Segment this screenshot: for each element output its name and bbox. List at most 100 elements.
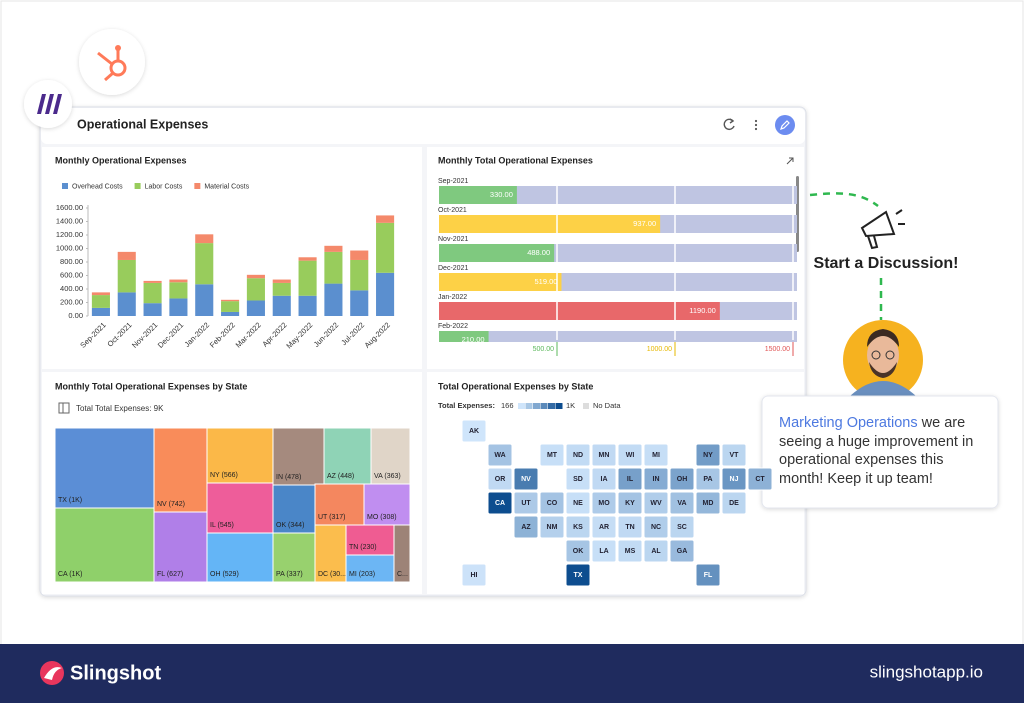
bar-segment <box>169 298 188 316</box>
footer-url[interactable]: slingshotapp.io <box>870 662 983 681</box>
treemap-cell <box>323 427 372 485</box>
treemap-cell <box>345 554 395 583</box>
cell-label: UT (317) <box>318 514 346 521</box>
state-label: AR <box>599 524 609 531</box>
x-tick-label: 500.00 <box>533 346 555 353</box>
state <box>669 515 695 539</box>
state <box>565 515 591 539</box>
legend-swatch <box>62 183 68 189</box>
state <box>617 539 643 563</box>
value-label: 210.00 <box>462 335 485 344</box>
state-label: MI <box>652 452 660 459</box>
bar-segment <box>195 234 214 244</box>
state-label: KY <box>625 500 635 507</box>
y-tick-label: 800.00 <box>60 257 83 266</box>
state-label: VA <box>677 500 686 507</box>
state-label: UT <box>521 500 531 507</box>
y-tick-label: 0.00 <box>68 311 83 320</box>
bar-segment <box>117 292 136 316</box>
state <box>591 539 617 563</box>
x-tick-label: 1500.00 <box>765 346 790 353</box>
y-tick-label: 1400.00 <box>56 216 83 225</box>
refresh-icon[interactable] <box>723 118 735 131</box>
cell-label: AZ (448) <box>327 473 354 480</box>
state-label: WV <box>650 500 662 507</box>
state <box>617 467 643 491</box>
state-label: IA <box>601 476 608 483</box>
legend-swatch <box>194 183 201 189</box>
x-tick-label: 1000.00 <box>647 346 672 353</box>
bar-segment <box>195 284 214 316</box>
state-label: MO <box>598 500 610 507</box>
state <box>643 443 669 467</box>
message-card <box>761 395 999 509</box>
legend-min: 166 <box>501 401 514 410</box>
state <box>695 467 721 491</box>
bar-segment <box>246 278 265 301</box>
y-tick-label: 400.00 <box>60 284 83 293</box>
panel-title: Monthly Total Operational Expenses by St… <box>55 381 247 391</box>
brand-logo-mark <box>44 667 62 680</box>
legend-nodata <box>583 403 589 409</box>
bar-segment <box>143 282 162 304</box>
state <box>721 443 747 467</box>
cell-label: FL (627) <box>157 571 183 578</box>
state-label: MN <box>599 452 610 459</box>
state <box>617 515 643 539</box>
state-label: AL <box>651 548 661 555</box>
message-body: we are seeing a huge improvement in oper… <box>779 415 974 487</box>
state <box>565 443 591 467</box>
legend-nodata-label: No Data <box>593 401 621 410</box>
megaphone-icon <box>860 209 905 250</box>
state-label: IL <box>627 476 634 483</box>
treemap-cell <box>370 427 411 485</box>
state <box>669 491 695 515</box>
value-label: 330.00 <box>490 190 513 199</box>
state-label: DE <box>729 500 739 507</box>
bar-segment <box>195 243 214 285</box>
state-label: NY <box>703 452 713 459</box>
state-label: FL <box>704 572 713 579</box>
state-label: OK <box>573 548 584 555</box>
category-label: Dec-2021 <box>438 265 468 272</box>
state <box>747 467 773 491</box>
brand-name: Slingshot <box>70 662 161 684</box>
bar-segment <box>221 301 240 312</box>
bar-segment <box>324 251 343 284</box>
expand-icon[interactable] <box>786 157 794 165</box>
state <box>721 491 747 515</box>
edit-button[interactable] <box>775 115 795 135</box>
y-tick-label: 1200.00 <box>56 230 83 239</box>
cell-label: NV (742) <box>157 501 185 508</box>
state-label: MT <box>547 452 558 459</box>
cell-label: DC (30... <box>318 571 346 578</box>
state <box>591 467 617 491</box>
treemap-icon <box>58 402 70 414</box>
state-label: TN <box>625 524 634 531</box>
cell-label: IN (478) <box>276 474 301 481</box>
bar-segment <box>117 251 136 260</box>
state <box>591 443 617 467</box>
bar-segment <box>143 280 162 283</box>
state <box>617 443 643 467</box>
state-label: LA <box>599 548 608 555</box>
state <box>487 443 513 467</box>
legend-step <box>555 403 563 409</box>
state-label: OH <box>677 476 688 483</box>
more-icon[interactable] <box>754 119 758 131</box>
treemap-subtitle: Total Total Expenses: 9K <box>76 404 164 413</box>
bar-segment <box>91 292 110 296</box>
discussion-label[interactable]: Start a Discussion! <box>814 255 959 272</box>
bar-segment <box>298 257 317 261</box>
state-label: VT <box>730 452 740 459</box>
legend-label: Overhead Costs <box>72 183 123 190</box>
state <box>461 563 487 587</box>
bar-segment <box>221 299 240 302</box>
y-tick-label: 1000.00 <box>56 243 83 252</box>
state-label: GA <box>677 548 688 555</box>
panel-title: Monthly Operational Expenses <box>55 155 187 165</box>
state <box>487 467 513 491</box>
state <box>565 539 591 563</box>
bar-segment <box>272 279 291 283</box>
bar-segment <box>350 259 369 291</box>
